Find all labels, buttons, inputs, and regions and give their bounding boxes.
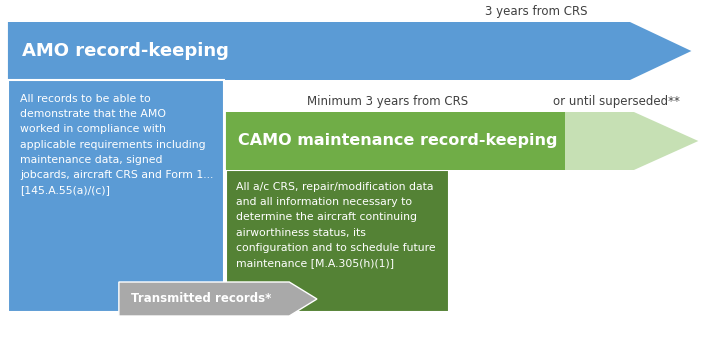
Text: CAMO maintenance record-keeping: CAMO maintenance record-keeping — [237, 133, 558, 148]
Text: or until superseded**: or until superseded** — [553, 95, 679, 108]
Polygon shape — [119, 282, 317, 316]
Text: 3 years from CRS: 3 years from CRS — [486, 5, 588, 18]
Polygon shape — [8, 22, 692, 80]
Text: Transmitted records*: Transmitted records* — [130, 292, 271, 305]
Text: AMO record-keeping: AMO record-keeping — [22, 42, 229, 60]
Polygon shape — [226, 112, 698, 170]
Text: Minimum 3 years from CRS: Minimum 3 years from CRS — [307, 95, 468, 108]
Text: All records to be able to
demonstrate that the AMO
worked in compliance with
app: All records to be able to demonstrate th… — [20, 94, 213, 195]
Polygon shape — [226, 112, 565, 170]
Text: All a/c CRS, repair/modification data
and all information necessary to
determine: All a/c CRS, repair/modification data an… — [236, 182, 436, 268]
Bar — [226, 170, 448, 312]
Bar — [8, 80, 224, 312]
